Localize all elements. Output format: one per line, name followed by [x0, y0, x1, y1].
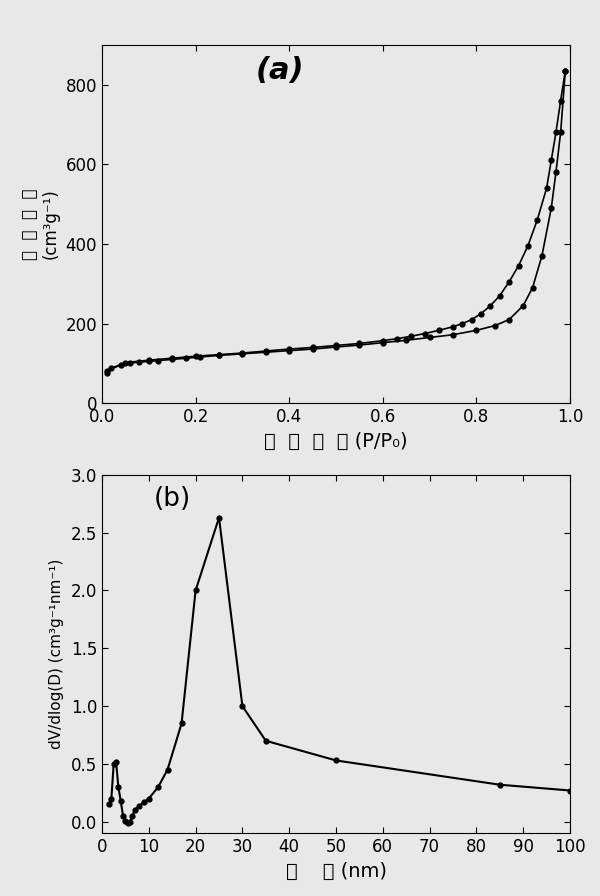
X-axis label: 孔    径 (nm): 孔 径 (nm)	[286, 862, 386, 881]
Y-axis label: 吸  附  体  积
(cm³g⁻¹): 吸 附 体 积 (cm³g⁻¹)	[21, 188, 60, 260]
X-axis label: 相  对  压  力 (P/P₀): 相 对 压 力 (P/P₀)	[264, 432, 408, 451]
Y-axis label: dV/dlog(D) (cm³g⁻¹nm⁻¹): dV/dlog(D) (cm³g⁻¹nm⁻¹)	[49, 559, 64, 749]
Text: (b): (b)	[154, 486, 191, 512]
Text: (a): (a)	[256, 56, 304, 84]
